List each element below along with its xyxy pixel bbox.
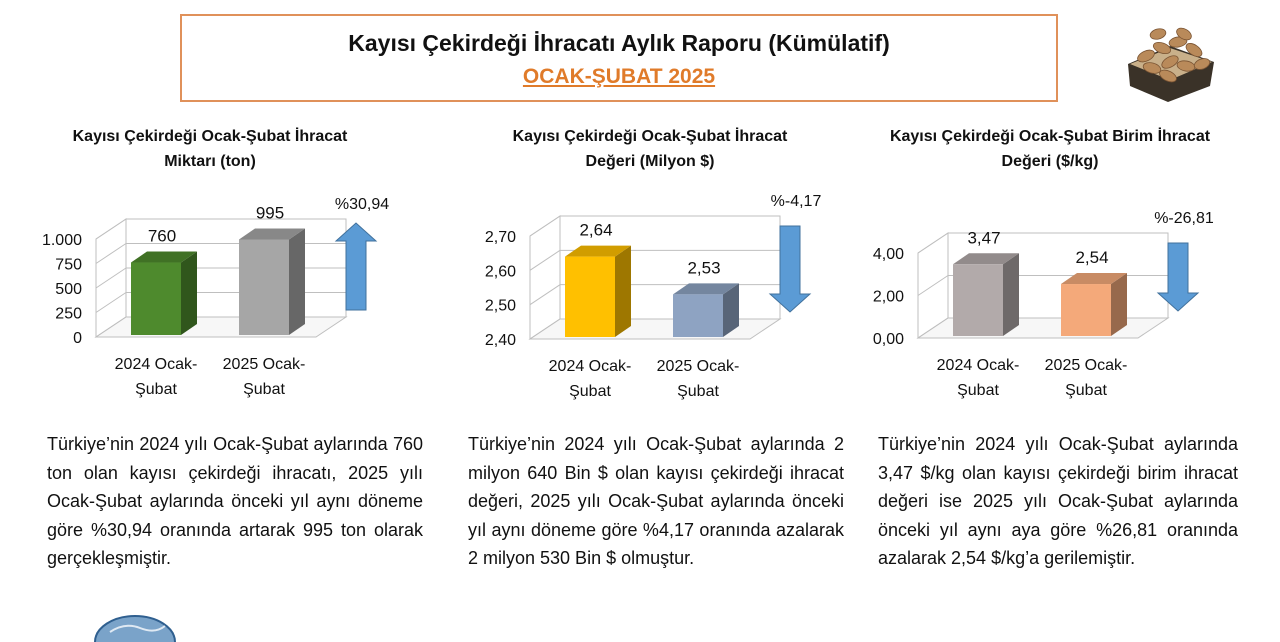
gridline-side [95,316,127,338]
y-tick-label: 2,50 [485,298,516,315]
y-tick-label: 2,70 [485,229,516,246]
bar [673,294,723,337]
gridline-side [529,318,561,340]
chart-title-line2: Değeri (Milyon $) [585,153,715,170]
gridline-side [529,249,561,271]
chart-title-line2: Miktarı (ton) [164,153,256,170]
chart-title-line1: Kayısı Çekirdeği Ocak-Şubat İhracat [72,128,348,145]
x-tick-label: Şubat [569,383,611,400]
y-tick-label: 2,60 [485,263,516,280]
bar-top [673,283,739,295]
bar-side [723,283,739,337]
x-tick-label: 2024 Ocak- [549,358,632,375]
y-tick-label: 2,40 [485,332,516,349]
report-title-box: Kayısı Çekirdeği İhracatı Aylık Raporu (… [180,14,1058,102]
down-arrow-icon [768,225,812,313]
change-label: %-4,17 [771,193,822,210]
y-tick-label: 250 [55,306,82,323]
chart-panel-unit-value: 0,00 2,00 4,00 3,47 2024 Ocak- Şubat 2,54 2025 … [850,124,1250,424]
chart-panel-quantity: 0 250 500 750 1.000 760 2024 Ocak- Şubat 995 2025… [10,124,410,424]
bar-side [615,245,631,337]
change-label: %-26,81 [1154,210,1214,227]
bar-side [1003,253,1019,336]
down-arrow-icon [1156,242,1200,312]
gridline-side [917,275,949,296]
gridline-side [95,243,127,264]
apricot-kernels-icon [1128,27,1214,102]
chart-title-line1: Kayısı Çekirdeği Ocak-Şubat Birim İhraca… [889,128,1211,145]
bar [953,264,1003,336]
change-label: %30,94 [335,196,389,213]
report-title: Kayısı Çekirdeği İhracatı Aylık Raporu (… [348,30,890,56]
gridline-side [95,292,127,313]
value-paragraph: Türkiye’nin 2024 yılı Ocak-Şubat ayların… [468,434,844,568]
data-label: 3,47 [967,228,1000,247]
up-arrow-icon [334,222,378,311]
x-tick-label: Şubat [135,381,177,398]
x-tick-label: 2024 Ocak- [937,357,1020,374]
unit-value-paragraph: Türkiye’nin 2024 yılı Ocak-Şubat ayların… [878,434,1238,568]
gridline-side [95,267,127,289]
y-tick-label: 0 [73,330,82,347]
x-tick-label: 2025 Ocak- [657,358,740,375]
y-tick-label: 750 [55,257,82,274]
report-period: OCAK-ŞUBAT 2025 [522,65,716,88]
gridline-side [529,284,561,306]
x-tick-label: Şubat [1065,382,1107,399]
side-wall [529,215,561,340]
data-label: 2,53 [687,258,720,277]
gridline-side [917,232,949,254]
data-label: 760 [148,227,176,246]
x-tick-label: 2025 Ocak- [223,356,306,373]
gridline-side [917,317,949,339]
bar-top [953,253,1019,265]
data-label: 2,54 [1075,248,1108,267]
chart-title: Kayısı Çekirdeği Ocak-Şubat Birim İhraca… [850,124,1250,174]
bar-top [239,228,305,240]
bar [565,256,615,337]
x-tick-label: Şubat [677,383,719,400]
y-tick-label: 500 [55,281,82,298]
bar [1061,284,1111,336]
quantity-bar-chart: 0 250 500 750 1.000 760 2024 Ocak- Şubat 995 2025… [42,196,389,398]
chart-title-line1: Kayısı Çekirdeği Ocak-Şubat İhracat [512,128,788,145]
chart-panel-value: 2,40 2,50 2,60 2,70 2,64 2024 Ocak- Şubat 2,53 2… [450,124,850,424]
bar-top [565,245,631,257]
y-tick-label: 2,00 [873,289,904,306]
y-tick-label: 0,00 [873,331,904,348]
gridline-side [529,215,561,237]
bar [131,262,181,335]
x-tick-label: 2025 Ocak- [1045,357,1128,374]
bar-side [289,228,305,335]
chart-title: Kayısı Çekirdeği Ocak-Şubat İhracat Değe… [450,124,850,174]
chart-title-line2: Değeri ($/kg) [1001,153,1099,170]
unit-value-bar-chart: 0,00 2,00 4,00 3,47 2024 Ocak- Şubat 2,54 2025 … [873,210,1214,399]
bar-top [131,251,197,263]
data-label: 2,64 [579,221,612,240]
quantity-paragraph: Türkiye’nin 2024 yılı Ocak-Şubat ayların… [47,434,423,568]
bar-top [1061,273,1127,285]
x-tick-label: Şubat [243,381,285,398]
x-tick-label: Şubat [957,382,999,399]
y-tick-label: 4,00 [873,246,904,263]
chart-title: Kayısı Çekirdeği Ocak-Şubat İhracat Mikt… [10,124,410,174]
bar-side [1111,273,1127,336]
bar-side [181,251,197,335]
globe-logo-icon [94,615,176,642]
value-bar-chart: 2,40 2,50 2,60 2,70 2,64 2024 Ocak- Şubat 2,53 2… [485,193,822,400]
y-tick-label: 1.000 [42,232,82,249]
bar [239,239,289,335]
gridline-side [95,218,127,240]
x-tick-label: 2024 Ocak- [115,356,198,373]
data-label: 995 [256,203,284,222]
